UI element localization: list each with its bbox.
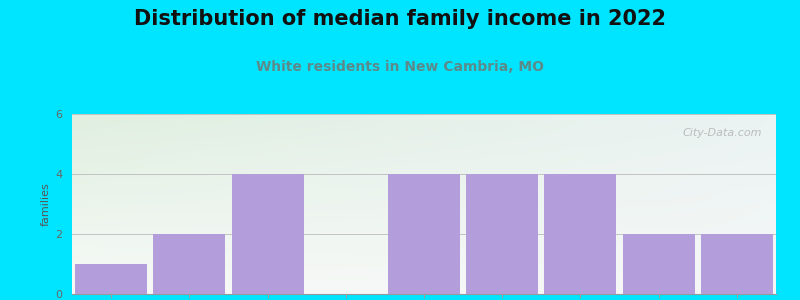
Text: City-Data.com: City-Data.com	[682, 128, 762, 138]
Bar	[701, 234, 773, 294]
Text: Distribution of median family income in 2022: Distribution of median family income in …	[134, 9, 666, 29]
Y-axis label: families: families	[41, 182, 51, 226]
Bar	[622, 234, 694, 294]
Text: White residents in New Cambria, MO: White residents in New Cambria, MO	[256, 60, 544, 74]
Bar	[154, 234, 226, 294]
Bar	[75, 264, 147, 294]
Bar	[545, 174, 617, 294]
Bar	[231, 174, 303, 294]
Bar	[466, 174, 538, 294]
Bar	[388, 174, 460, 294]
